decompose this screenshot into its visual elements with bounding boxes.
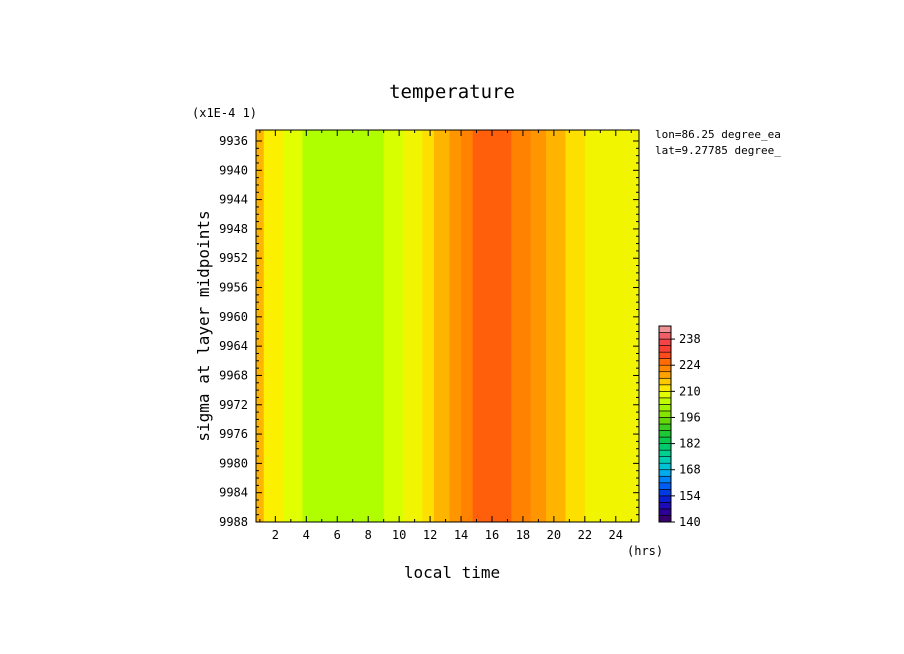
x-tick-label: 12 — [423, 528, 437, 542]
colorbar-label: 154 — [679, 489, 701, 503]
x-tick-label: 2 — [272, 528, 279, 542]
colorbar-label: 168 — [679, 463, 701, 477]
y-tick-label: 9964 — [219, 339, 248, 353]
colorbar-swatch — [658, 384, 672, 392]
lat-annotation: lat=9.27785 degree_ — [655, 144, 781, 157]
heatmap-band-1 — [263, 130, 284, 522]
x-tick-label: 8 — [365, 528, 372, 542]
heatmap-band-9 — [461, 130, 474, 522]
y-axis-label: sigma at layer midpoints — [194, 210, 213, 441]
x-tick-label: 18 — [516, 528, 530, 542]
heatmap-band-7 — [433, 130, 451, 522]
colorbar-label: 196 — [679, 410, 701, 424]
colorbar-swatch — [658, 515, 672, 523]
heatmap-band-5 — [403, 130, 423, 522]
colorbar-swatch — [658, 489, 672, 497]
colorbar-swatch — [658, 430, 672, 438]
colorbar-label: 140 — [679, 515, 701, 529]
y-tick-label: 9956 — [219, 281, 248, 295]
colorbar-swatch — [658, 345, 672, 353]
y-axis: 9936 9940 9944 9948 9952 9956 9960 9964 9968 9972… — [219, 134, 639, 529]
y-tick-label: 9980 — [219, 456, 248, 470]
x-axis-unit: (hrs) — [627, 544, 663, 558]
heatmap-band-15 — [584, 130, 640, 522]
colorbar-swatch — [658, 332, 672, 340]
colorbar-swatch — [658, 410, 672, 418]
chart-title: temperature — [389, 81, 515, 103]
heatmap-band-10 — [472, 130, 512, 522]
colorbar-label: 224 — [679, 358, 701, 372]
colorbar-swatch — [658, 443, 672, 451]
colorbar: 140 154 168 182 196 210 224 238 — [658, 325, 701, 529]
x-tick-label: 10 — [392, 528, 406, 542]
colorbar-label: 238 — [679, 332, 701, 346]
heatmap-band-3 — [302, 130, 385, 522]
colorbar-swatch — [658, 417, 672, 425]
x-tick-label: 20 — [547, 528, 561, 542]
x-axis: 2 4 6 8 10 12 14 16 18 20 22 24 — [259, 130, 632, 542]
y-tick-label: 9988 — [219, 515, 248, 529]
colorbar-frame — [658, 325, 672, 523]
colorbar-swatch — [658, 502, 672, 510]
y-tick-label: 9960 — [219, 310, 248, 324]
x-tick-label: 22 — [578, 528, 592, 542]
colorbar-swatch — [658, 377, 672, 386]
heatmap-fill — [256, 130, 640, 522]
y-tick-label: 9948 — [219, 222, 248, 236]
colorbar-swatch — [658, 358, 672, 366]
colorbar-swatch — [658, 495, 672, 503]
colorbar-swatch — [658, 436, 672, 444]
heatmap-band-2 — [283, 130, 304, 522]
x-tick-label: 6 — [334, 528, 341, 542]
y-tick-label: 9984 — [219, 486, 248, 500]
colorbar-swatch — [658, 456, 672, 464]
heatmap-band-6 — [422, 130, 435, 522]
y-tick-label: 9976 — [219, 427, 248, 441]
colorbar-swatch — [658, 391, 672, 399]
colorbar-label: 210 — [679, 384, 701, 398]
colorbar-swatch — [658, 364, 672, 373]
colorbar-swatch — [658, 475, 672, 484]
heatmap-band-0 — [256, 130, 265, 522]
y-tick-label: 9952 — [219, 251, 248, 265]
colorbar-swatch — [658, 469, 672, 477]
heatmap-band-11 — [511, 130, 532, 522]
y-tick-label: 9968 — [219, 368, 248, 382]
colorbar-swatch — [658, 404, 672, 412]
colorbar-swatch — [658, 397, 672, 405]
heatmap-band-4 — [383, 130, 404, 522]
heatmap-band-12 — [530, 130, 547, 522]
colorbar-swatch — [658, 508, 672, 516]
y-tick-label: 9936 — [219, 134, 248, 148]
heatmap-band-13 — [546, 130, 567, 522]
colorbar-swatch — [658, 449, 672, 457]
x-tick-label: 24 — [609, 528, 623, 542]
colorbar-swatch — [658, 482, 672, 490]
x-tick-label: 16 — [485, 528, 499, 542]
plot-frame — [255, 129, 640, 523]
x-tick-label: 14 — [454, 528, 468, 542]
y-tick-label: 9940 — [219, 163, 248, 177]
colorbar-swatch — [658, 423, 672, 431]
colorbar-swatch — [658, 325, 672, 333]
colorbar-swatch — [658, 338, 672, 346]
y-tick-label: 9944 — [219, 193, 248, 207]
heatmap-band-8 — [449, 130, 462, 522]
y-scale-note: (x1E-4 1) — [192, 106, 257, 120]
x-tick-label: 4 — [303, 528, 310, 542]
x-axis-label: local time — [404, 563, 500, 582]
colorbar-swatch — [658, 462, 672, 471]
y-tick-label: 9972 — [219, 398, 248, 412]
colorbar-label: 182 — [679, 437, 701, 451]
heatmap-band-14 — [565, 130, 586, 522]
colorbar-swatch — [658, 371, 672, 379]
lon-annotation: lon=86.25 degree_ea — [655, 128, 781, 141]
colorbar-swatch — [658, 351, 672, 359]
